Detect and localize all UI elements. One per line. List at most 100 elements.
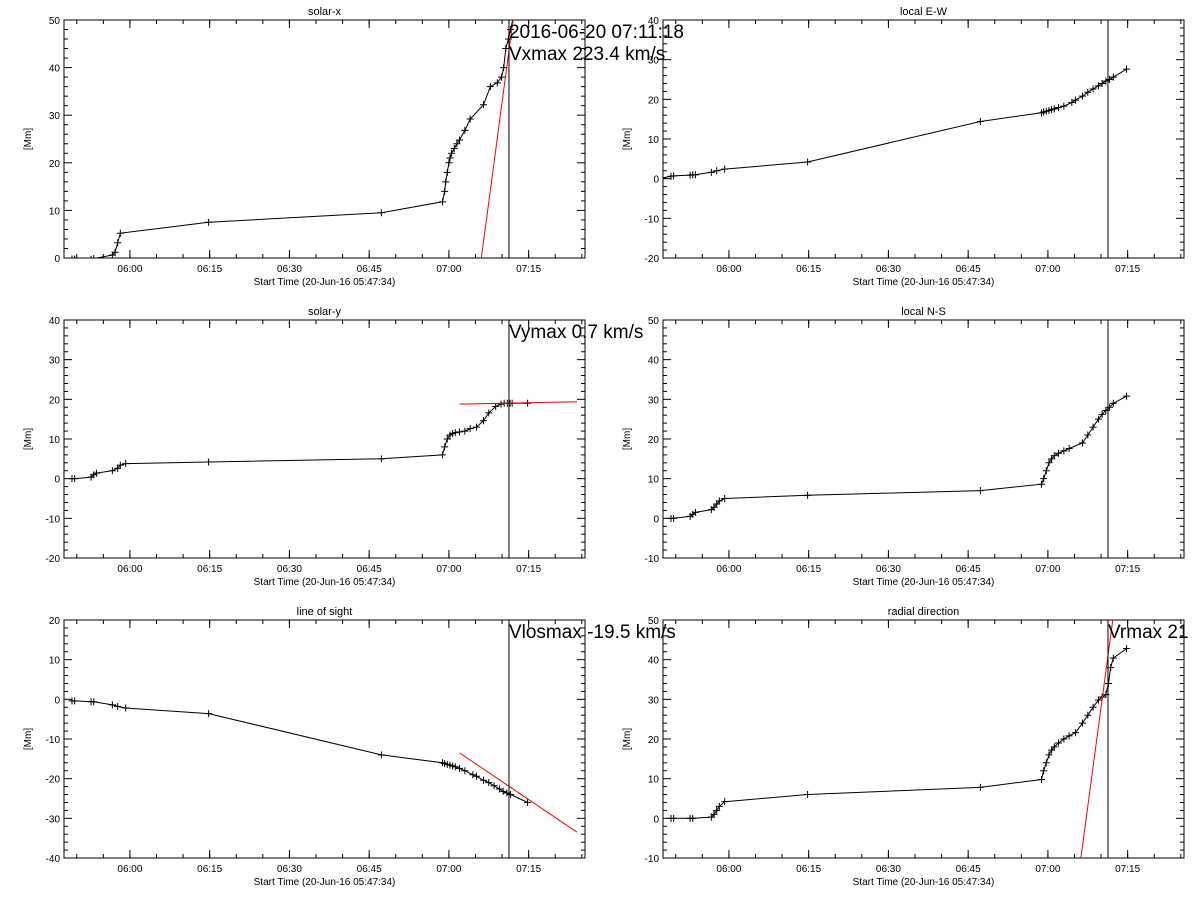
- data-point: [111, 248, 119, 256]
- data-point: [507, 26, 515, 34]
- data-point: [122, 704, 130, 712]
- data-point: [1084, 711, 1092, 719]
- data-point: [441, 187, 449, 195]
- panel-4: line of sight -40 -30 -20 -10 0 10 20 06:00 06:15…: [23, 606, 586, 888]
- y-tick-label: 10: [648, 475, 660, 486]
- plot-frame: [662, 319, 1185, 559]
- fit-line: [459, 401, 578, 405]
- y-tick-label: -10: [645, 854, 660, 865]
- y-tick-label: 10: [648, 775, 660, 786]
- data-point: [1050, 452, 1058, 460]
- data-point: [116, 461, 124, 469]
- data-point: [689, 814, 697, 822]
- data-point: [1038, 775, 1046, 783]
- data-point: [451, 763, 459, 771]
- velocity-annotation: 2016-06-20 07:11:18: [509, 22, 684, 43]
- panel-title: local N-S: [901, 306, 946, 318]
- plot-frame: [63, 319, 586, 559]
- y-tick-label: 30: [648, 395, 660, 406]
- x-axis-label: Start Time (20-Jun-16 05:47:34): [254, 277, 396, 288]
- data-point: [1078, 439, 1086, 447]
- data-point: [1094, 415, 1102, 423]
- data-point: [92, 469, 100, 477]
- y-tick-label: 10: [49, 206, 61, 217]
- plot-frame: [63, 619, 586, 859]
- y-tick-label: 40: [648, 16, 660, 27]
- y-tick-label: 40: [49, 64, 61, 75]
- y-tick-label: 20: [49, 159, 61, 170]
- panel-2: solar-y -20 -10 0 10 20 30 40 06:00 06:15 06:30 06:…: [23, 306, 586, 588]
- series-line: [72, 402, 528, 480]
- plot-area: [667, 320, 1131, 558]
- data-point: [1094, 82, 1102, 90]
- data-point: [1106, 403, 1114, 411]
- data-point: [116, 229, 124, 237]
- data-point: [479, 776, 487, 784]
- series-line: [671, 648, 1127, 819]
- data-point: [442, 178, 450, 186]
- y-axis-label: [Mm]: [622, 428, 633, 450]
- data-point: [976, 783, 984, 791]
- x-tick-label: 06:45: [357, 264, 382, 275]
- velocity-annotation: Vrmax 21: [1108, 622, 1189, 643]
- data-point: [114, 702, 122, 710]
- x-tick-label: 06:30: [277, 564, 302, 575]
- panel-title: line of sight: [297, 606, 353, 618]
- panel-0: solar-x 0 10 20 30 40 50 06:00 06:15 06:30 06:45 07…: [23, 6, 586, 288]
- panel-title: radial direction: [888, 606, 960, 618]
- data-point: [1072, 96, 1080, 104]
- data-point: [497, 400, 505, 408]
- data-point: [453, 140, 461, 148]
- series-line: [72, 700, 528, 803]
- y-tick-label: 0: [54, 695, 60, 706]
- data-point: [71, 255, 73, 258]
- y-tick-label: -20: [645, 254, 660, 265]
- y-tick-label: -20: [46, 554, 61, 565]
- panel-3: local N-S -10 0 10 20 30 40 50 06:00 06:15 06:30 06…: [622, 306, 1185, 588]
- y-axis-label: [Mm]: [23, 728, 34, 750]
- data-point: [1040, 767, 1048, 775]
- data-point: [715, 497, 723, 505]
- x-axis-label: Start Time (20-Jun-16 05:47:34): [254, 577, 396, 588]
- data-point: [1105, 679, 1113, 687]
- panel-title: solar-x: [308, 6, 342, 18]
- x-tick-label: 07:15: [516, 564, 541, 575]
- y-tick-label: 40: [648, 656, 660, 667]
- y-tick-label: 20: [648, 735, 660, 746]
- y-tick-label: 30: [648, 695, 660, 706]
- x-tick-label: 07:00: [1035, 864, 1060, 875]
- data-point: [461, 126, 469, 134]
- x-tick-label: 07:15: [516, 264, 541, 275]
- data-point: [1068, 99, 1076, 107]
- data-point: [1050, 743, 1058, 751]
- data-point: [1060, 447, 1068, 455]
- data-point: [502, 45, 510, 53]
- data-point: [377, 455, 385, 463]
- plot-area: [71, 20, 517, 258]
- y-tick-label: -40: [46, 854, 61, 865]
- data-point: [1098, 410, 1106, 418]
- data-point: [1072, 729, 1080, 737]
- data-point: [707, 168, 715, 176]
- data-point: [1045, 751, 1053, 759]
- data-point: [448, 149, 456, 157]
- data-point: [486, 83, 494, 91]
- y-tick-label: 30: [49, 356, 61, 367]
- data-point: [804, 791, 812, 799]
- data-point: [691, 171, 699, 179]
- data-point: [1065, 732, 1073, 740]
- series-line: [93, 20, 514, 258]
- plot-frame: [662, 19, 1185, 259]
- x-axis-label: Start Time (20-Jun-16 05:47:34): [853, 577, 995, 588]
- data-point: [108, 467, 116, 475]
- y-tick-label: 30: [648, 56, 660, 67]
- panel-5: radial direction -10 0 10 20 30 40 50 06:00 06:15…: [622, 606, 1185, 888]
- x-tick-label: 06:15: [796, 564, 821, 575]
- x-tick-label: 06:45: [956, 564, 981, 575]
- data-point: [1078, 92, 1086, 100]
- y-tick-label: 50: [648, 316, 660, 327]
- x-tick-label: 06:45: [956, 264, 981, 275]
- series-line: [663, 68, 1127, 179]
- data-point: [713, 167, 721, 175]
